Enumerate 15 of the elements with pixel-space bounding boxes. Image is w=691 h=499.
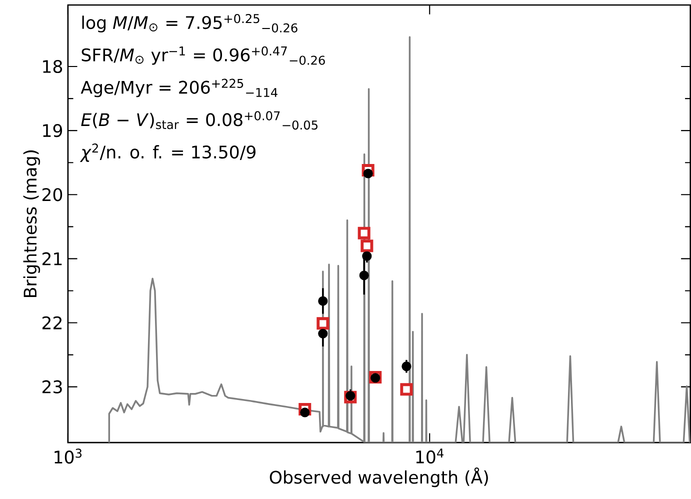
y-tick-label: 18: [43, 60, 62, 74]
x-tick-label: 10$^{4}$: [416, 448, 444, 464]
annotation: log M/M$_{⊙}$ = 7.95$^{+0.25}$−0.26: [82, 14, 298, 33]
y-tick-label: 22: [42, 316, 62, 330]
y-tick-label: 20: [42, 188, 62, 202]
y-axis-title: Brightness (mag): [23, 150, 40, 298]
x-tick-label: 10$^{3}$: [54, 448, 82, 464]
annotation: χ$^{2}$/n. o. f. = 13.50/9: [80, 144, 256, 162]
y-tick-label: 23: [42, 380, 62, 394]
y-tick-label: 19: [43, 124, 62, 138]
x-axis-title: Observed wavelength (Å): [270, 468, 488, 488]
y-tick-label: 21: [42, 252, 62, 266]
annotation: Age/Myr = 206$^{+225}$−114: [80, 79, 278, 98]
annotation: SFR/M$_{⊙}$ yr$^{−1}$ = 0.96$^{+0.47}$−0.26: [82, 46, 325, 66]
text: E(B − V)$_{star}$ = 0.08$^{+0.07}$−0.05: [81, 111, 318, 130]
